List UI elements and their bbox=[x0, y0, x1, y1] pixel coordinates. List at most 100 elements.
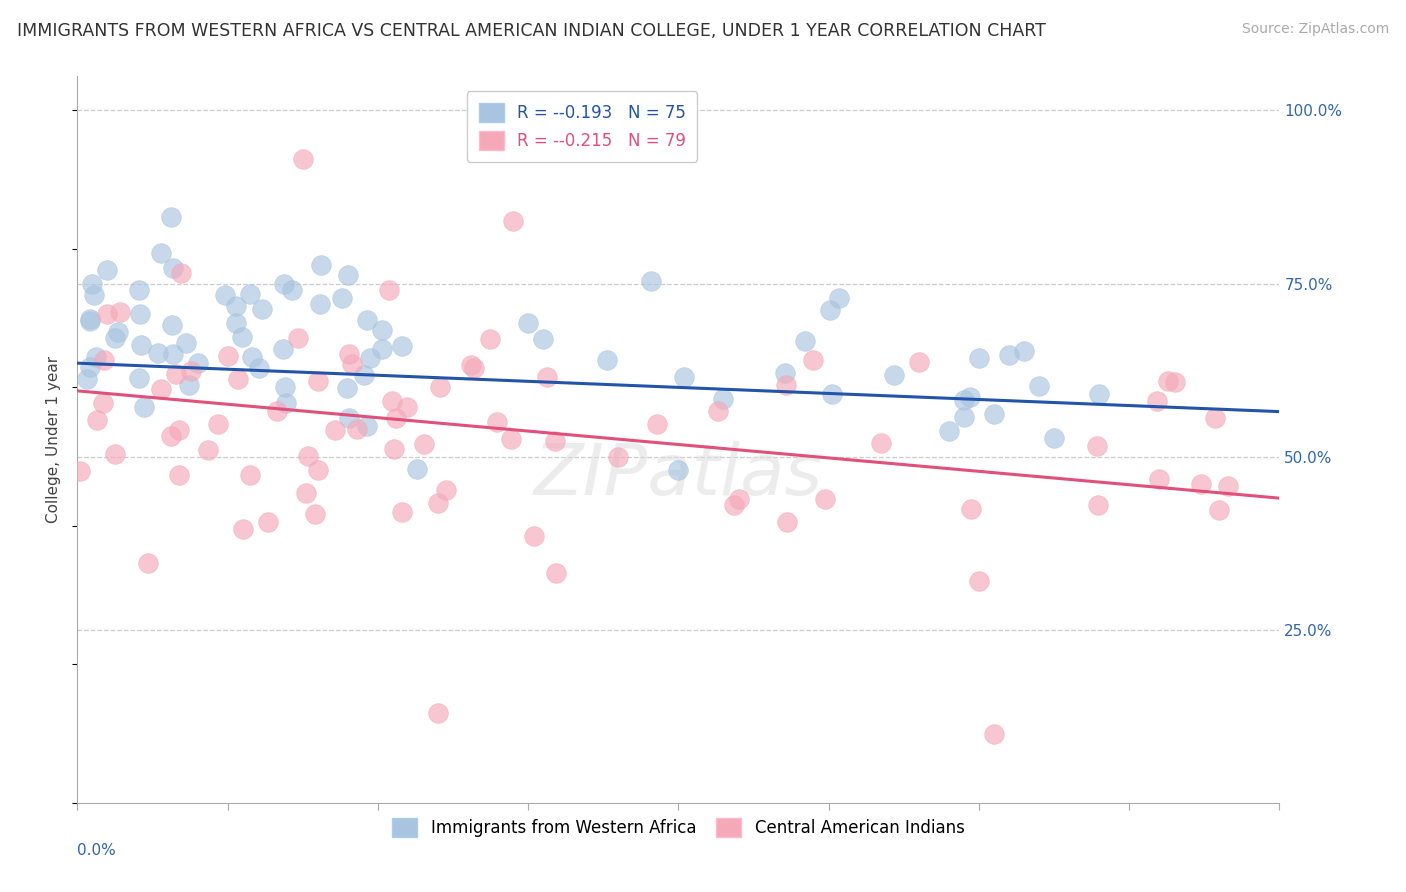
Point bbox=[1164, 375, 1187, 389]
Point bbox=[1146, 394, 1168, 409]
Point bbox=[197, 443, 219, 458]
Point bbox=[323, 423, 346, 437]
Point bbox=[382, 442, 405, 457]
Point bbox=[232, 522, 254, 536]
Point bbox=[336, 268, 359, 283]
Y-axis label: College, Under 1 year: College, Under 1 year bbox=[46, 356, 62, 523]
Point bbox=[546, 566, 568, 581]
Point bbox=[217, 349, 239, 363]
Point bbox=[330, 291, 353, 305]
Point bbox=[273, 277, 295, 291]
Point bbox=[225, 299, 247, 313]
Point bbox=[93, 353, 115, 368]
Point bbox=[160, 428, 183, 442]
Point bbox=[707, 403, 730, 417]
Point bbox=[1189, 477, 1212, 491]
Point bbox=[291, 152, 314, 166]
Point bbox=[150, 382, 173, 396]
Point bbox=[907, 355, 929, 369]
Point bbox=[247, 361, 270, 376]
Point bbox=[370, 323, 392, 337]
Point bbox=[645, 417, 668, 431]
Point bbox=[79, 314, 101, 328]
Point bbox=[307, 374, 329, 388]
Point bbox=[207, 417, 229, 431]
Point bbox=[821, 386, 844, 401]
Point bbox=[165, 367, 187, 381]
Point bbox=[128, 283, 150, 297]
Point bbox=[775, 377, 797, 392]
Point bbox=[391, 339, 413, 353]
Point bbox=[1149, 472, 1171, 486]
Point bbox=[226, 372, 249, 386]
Point bbox=[666, 463, 689, 477]
Point bbox=[160, 318, 183, 332]
Point bbox=[983, 726, 1005, 740]
Point bbox=[381, 393, 404, 408]
Point bbox=[499, 433, 522, 447]
Point bbox=[304, 507, 326, 521]
Point bbox=[967, 351, 990, 366]
Point bbox=[429, 380, 451, 394]
Point bbox=[427, 495, 450, 509]
Point bbox=[131, 338, 153, 352]
Point bbox=[959, 390, 981, 404]
Point bbox=[86, 413, 108, 427]
Point bbox=[309, 258, 332, 272]
Point bbox=[239, 286, 262, 301]
Point bbox=[1085, 439, 1108, 453]
Point bbox=[104, 330, 127, 344]
Point bbox=[463, 361, 485, 376]
Point bbox=[672, 370, 695, 384]
Text: IMMIGRANTS FROM WESTERN AFRICA VS CENTRAL AMERICAN INDIAN COLLEGE, UNDER 1 YEAR : IMMIGRANTS FROM WESTERN AFRICA VS CENTRA… bbox=[17, 22, 1046, 40]
Point bbox=[385, 410, 408, 425]
Point bbox=[225, 316, 247, 330]
Point bbox=[517, 317, 540, 331]
Point bbox=[91, 396, 114, 410]
Point bbox=[83, 288, 105, 302]
Point bbox=[479, 332, 502, 346]
Point bbox=[406, 462, 429, 476]
Point bbox=[136, 556, 159, 570]
Point bbox=[274, 396, 297, 410]
Text: ZIPatlas: ZIPatlas bbox=[534, 442, 823, 510]
Point bbox=[84, 351, 107, 365]
Point bbox=[359, 351, 381, 366]
Point bbox=[287, 331, 309, 345]
Point bbox=[169, 467, 191, 482]
Point bbox=[1208, 503, 1230, 517]
Point bbox=[159, 211, 181, 225]
Point bbox=[187, 356, 209, 370]
Point bbox=[79, 311, 101, 326]
Point bbox=[250, 302, 273, 317]
Point bbox=[346, 422, 368, 436]
Point bbox=[776, 516, 799, 530]
Point bbox=[983, 407, 1005, 421]
Point bbox=[180, 364, 202, 378]
Point bbox=[1028, 379, 1050, 393]
Point bbox=[801, 353, 824, 368]
Point bbox=[337, 411, 360, 425]
Point bbox=[793, 334, 815, 348]
Point bbox=[342, 357, 364, 371]
Text: Source: ZipAtlas.com: Source: ZipAtlas.com bbox=[1241, 22, 1389, 37]
Point bbox=[271, 342, 294, 356]
Point bbox=[412, 437, 434, 451]
Point bbox=[294, 486, 316, 500]
Point bbox=[1218, 478, 1240, 492]
Point bbox=[1157, 374, 1180, 388]
Point bbox=[167, 423, 190, 437]
Point bbox=[727, 492, 749, 507]
Point bbox=[953, 410, 976, 425]
Point bbox=[523, 529, 546, 543]
Point bbox=[460, 358, 482, 372]
Point bbox=[536, 370, 558, 384]
Point bbox=[434, 483, 457, 497]
Point bbox=[1012, 344, 1035, 359]
Point bbox=[1088, 386, 1111, 401]
Point bbox=[371, 342, 394, 356]
Point bbox=[128, 371, 150, 385]
Legend: Immigrants from Western Africa, Central American Indians: Immigrants from Western Africa, Central … bbox=[381, 806, 976, 849]
Point bbox=[640, 274, 662, 288]
Point bbox=[544, 434, 567, 449]
